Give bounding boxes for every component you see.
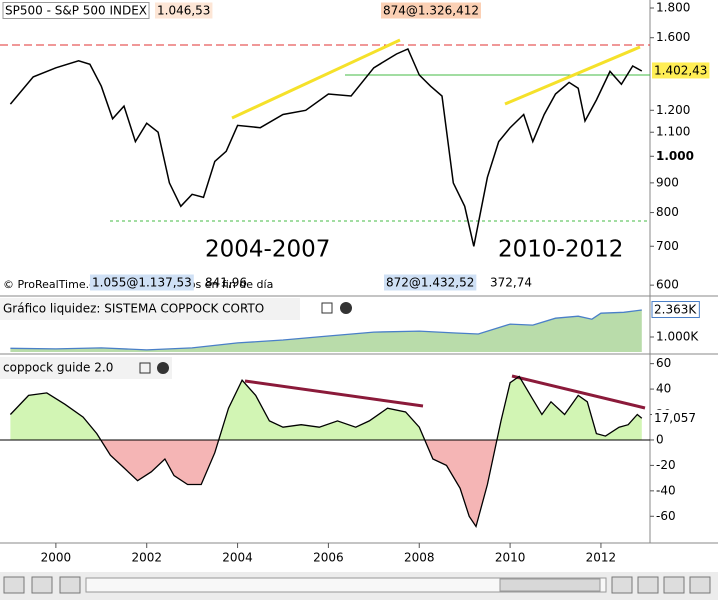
y-tick-label: 0 (656, 432, 664, 446)
annotation: 1.046,53 (157, 4, 210, 18)
y-tick-label: -40 (656, 483, 676, 497)
y-tick-label: 1.100 (656, 125, 690, 139)
chart-title: SP500 - S&P 500 INDEX (5, 4, 147, 18)
label-box (2, 2, 150, 19)
x-tick-label: 2010 (495, 551, 526, 565)
y-tick-label: 1.000 (656, 149, 694, 163)
label-box (651, 301, 700, 319)
trend-line (231, 38, 401, 120)
price-line (9, 48, 643, 247)
toolbar-button[interactable] (31, 576, 53, 594)
x-tick-label: 2012 (586, 551, 617, 565)
area-line (9, 375, 643, 529)
x-tick-label: 2004 (222, 551, 253, 565)
area-positive (10, 376, 642, 440)
y-tick-label: 60 (656, 356, 671, 370)
annotation: 841,96 (205, 276, 247, 290)
y-tick-label: -20 (656, 458, 676, 472)
label: 1.402,43 (654, 63, 707, 77)
panel-title: Gráfico liquidez: SISTEMA COPPOCK CORTO (3, 302, 264, 316)
y-tick-label: 600 (656, 278, 679, 292)
y-tick-label: 900 (656, 175, 679, 189)
label-box (155, 2, 213, 19)
close-button[interactable] (157, 362, 169, 374)
zoom-button[interactable] (663, 576, 685, 594)
toolbar-button[interactable] (3, 576, 25, 594)
x-tick-label: 2008 (404, 551, 435, 565)
toolbar-button[interactable] (611, 576, 633, 594)
scroll-thumb[interactable] (499, 578, 601, 592)
annotation: 872@1.432,52 (386, 276, 474, 290)
annotation: 372,74 (490, 276, 532, 290)
label-box (384, 274, 477, 291)
label-box (652, 409, 698, 426)
area-negative (100, 440, 497, 527)
area-line (10, 309, 642, 351)
panel-header (0, 298, 300, 320)
label-box (90, 274, 194, 291)
annotation: 1.055@1.137,53 (92, 276, 192, 290)
panel-header (0, 357, 172, 379)
y-tick-label: 1.000K (656, 330, 699, 344)
panel-button[interactable] (321, 302, 333, 314)
toolbar-button[interactable] (59, 576, 81, 594)
panel-title: coppock guide 2.0 (3, 361, 113, 375)
label-box (381, 2, 481, 19)
divergence-line (511, 374, 646, 410)
annotation: 2010-2012 (498, 237, 623, 263)
trend-line (504, 45, 641, 106)
zoom-button[interactable] (689, 576, 711, 594)
zoom-button[interactable] (637, 576, 659, 594)
label-box (652, 62, 710, 79)
y-tick-label: 1.600 (656, 30, 690, 44)
annotation: 2004-2007 (205, 237, 330, 263)
annotation: 874@1.326,412 (383, 4, 479, 18)
y-tick-label: 40 (656, 382, 671, 396)
panel-button[interactable] (139, 362, 151, 374)
x-tick-label: 2002 (131, 551, 162, 565)
x-tick-label: 2006 (313, 551, 344, 565)
close-button[interactable] (340, 302, 352, 314)
y-tick-label: -60 (656, 509, 676, 523)
label: 17,057 (654, 411, 696, 425)
y-tick-label: 1.800 (656, 1, 690, 15)
y-tick-label: 800 (656, 205, 679, 219)
divergence-line (244, 379, 424, 408)
label: 2.363K (654, 303, 697, 317)
y-tick-label: 1.200 (656, 103, 690, 117)
y-tick-label: 700 (656, 239, 679, 253)
scrollbar[interactable] (85, 577, 607, 593)
area-fill (10, 310, 642, 352)
x-tick-label: 2000 (41, 551, 72, 565)
